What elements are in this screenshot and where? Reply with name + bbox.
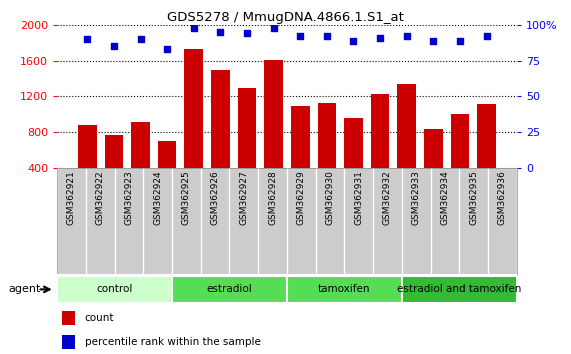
Point: [349, 38, 358, 44]
Bar: [78, 125, 96, 204]
FancyBboxPatch shape: [402, 276, 517, 303]
FancyBboxPatch shape: [57, 276, 172, 303]
Bar: [477, 104, 496, 204]
Text: percentile rank within the sample: percentile rank within the sample: [85, 337, 260, 347]
Text: GSM362927: GSM362927: [239, 170, 248, 225]
Text: control: control: [96, 284, 132, 294]
Point: [322, 33, 331, 39]
Bar: [264, 60, 283, 204]
Point: [189, 25, 198, 30]
Text: GSM362925: GSM362925: [182, 170, 191, 225]
Bar: [62, 312, 75, 325]
Text: GSM362936: GSM362936: [498, 170, 507, 225]
Text: GSM362931: GSM362931: [354, 170, 363, 225]
Text: GSM362929: GSM362929: [297, 170, 306, 225]
Bar: [424, 129, 443, 204]
Text: GSM362934: GSM362934: [440, 170, 449, 225]
Point: [269, 25, 278, 30]
Text: count: count: [85, 313, 114, 323]
Bar: [211, 70, 230, 204]
Bar: [104, 135, 123, 204]
Bar: [317, 103, 336, 204]
Point: [83, 36, 92, 42]
Bar: [238, 88, 256, 204]
Text: agent: agent: [9, 284, 41, 295]
Bar: [62, 335, 75, 349]
Text: GSM362924: GSM362924: [153, 170, 162, 225]
Point: [136, 36, 145, 42]
Bar: [371, 94, 389, 204]
Bar: [158, 141, 176, 204]
Text: GSM362921: GSM362921: [67, 170, 76, 225]
Bar: [184, 49, 203, 204]
Bar: [451, 114, 469, 204]
Text: GSM362930: GSM362930: [325, 170, 335, 225]
FancyBboxPatch shape: [172, 276, 287, 303]
Point: [376, 35, 385, 40]
Bar: [344, 118, 363, 204]
Point: [110, 44, 119, 49]
Text: estradiol: estradiol: [207, 284, 252, 294]
Text: GSM362928: GSM362928: [268, 170, 277, 225]
Bar: [131, 121, 150, 204]
Text: tamoxifen: tamoxifen: [318, 284, 371, 294]
Point: [243, 30, 252, 36]
Point: [429, 38, 438, 44]
Point: [163, 46, 172, 52]
Text: GSM362933: GSM362933: [412, 170, 421, 225]
Point: [296, 33, 305, 39]
Bar: [291, 106, 309, 204]
Text: estradiol and tamoxifen: estradiol and tamoxifen: [397, 284, 521, 294]
Text: GSM362935: GSM362935: [469, 170, 478, 225]
Text: GDS5278 / MmugDNA.4866.1.S1_at: GDS5278 / MmugDNA.4866.1.S1_at: [167, 11, 404, 24]
Text: GSM362932: GSM362932: [383, 170, 392, 225]
Point: [216, 29, 225, 35]
FancyBboxPatch shape: [287, 276, 402, 303]
Point: [482, 33, 491, 39]
Text: GSM362922: GSM362922: [96, 170, 104, 225]
Text: GSM362926: GSM362926: [211, 170, 220, 225]
Bar: [397, 84, 416, 204]
Point: [455, 38, 464, 44]
Text: GSM362923: GSM362923: [124, 170, 134, 225]
Point: [402, 33, 411, 39]
